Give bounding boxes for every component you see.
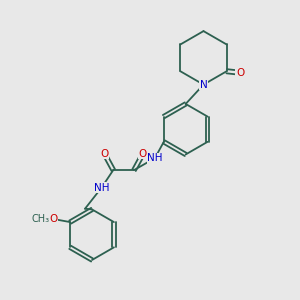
Text: CH₃: CH₃ — [32, 214, 50, 224]
Text: N: N — [200, 80, 207, 90]
Text: O: O — [236, 68, 244, 78]
Text: O: O — [139, 149, 147, 159]
Text: NH: NH — [94, 183, 109, 193]
Text: NH: NH — [147, 153, 163, 163]
Text: O: O — [50, 214, 58, 224]
Text: O: O — [100, 149, 109, 159]
